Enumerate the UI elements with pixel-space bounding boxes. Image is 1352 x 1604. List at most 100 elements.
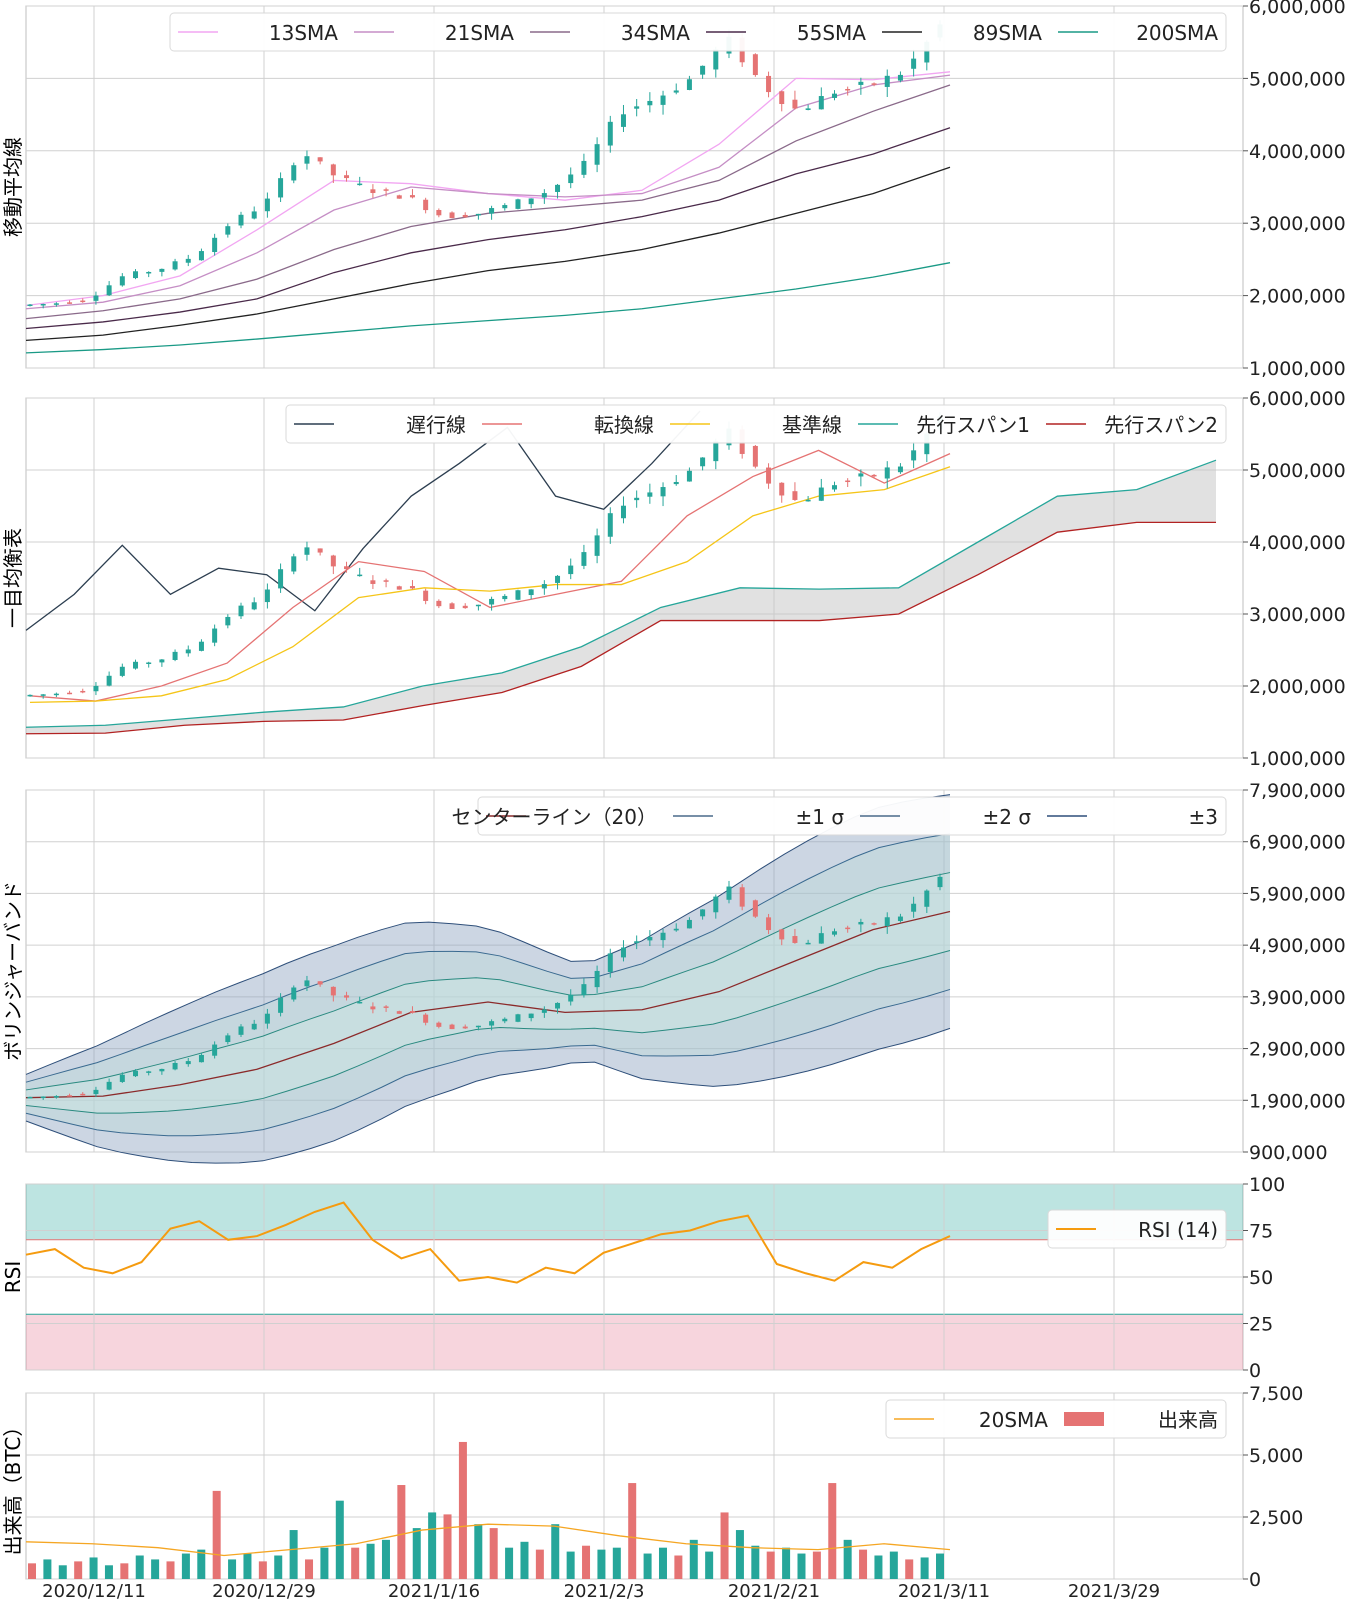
candle-body: [304, 980, 310, 987]
candle-body: [766, 917, 772, 931]
moving-average-panel: 移動平均線 1,000,000 2,000,000 3,000,000 4,000,0…: [1, 0, 1346, 380]
y-tick-label: 5,000,000: [1249, 460, 1346, 482]
candle-body: [27, 694, 33, 697]
candle-body: [779, 929, 785, 940]
candle-body: [225, 1035, 231, 1043]
y-tick-label: 900,000: [1249, 1142, 1328, 1164]
candle-body: [106, 285, 112, 296]
candle-body: [502, 1018, 508, 1022]
band-line: [25, 833, 951, 1083]
candle-body: [607, 953, 613, 973]
candle-body: [489, 598, 495, 605]
candle-body: [897, 466, 903, 473]
x-tick-label: 2021/3/11: [898, 1581, 990, 1600]
volume-bar: [874, 1555, 883, 1579]
candle-body: [911, 450, 917, 461]
candle-body: [53, 693, 59, 696]
x-tick-label: 2021/2/3: [564, 1581, 645, 1600]
series-line: [25, 521, 1216, 735]
candle-body: [515, 199, 521, 209]
y-tick-label: 2,000,000: [1249, 286, 1346, 308]
volume-bar: [505, 1547, 514, 1579]
candle-body: [502, 595, 508, 600]
candle-body: [172, 1062, 178, 1070]
panel-frame: [25, 789, 1244, 1153]
legend-label: ±1 σ: [795, 805, 844, 829]
series-line: [25, 127, 951, 330]
y-tick-label: 100: [1249, 1174, 1285, 1196]
candle-body: [449, 603, 455, 609]
volume-bar: [443, 1514, 452, 1579]
y-tick-label: 7,500: [1249, 1383, 1303, 1405]
legend-label: RSI (14): [1138, 1218, 1218, 1242]
candle-body: [67, 1095, 73, 1097]
candle-body: [594, 535, 600, 556]
candle-body: [436, 209, 442, 216]
candle-body: [673, 90, 679, 93]
volume-bar: [104, 1565, 113, 1579]
candle-body: [212, 1044, 218, 1056]
candle-body: [93, 295, 99, 301]
candle-body: [475, 213, 481, 216]
candle-body: [317, 157, 323, 162]
volume-bar: [936, 1553, 944, 1579]
volume-bar: [335, 1500, 344, 1579]
candle-body: [370, 580, 376, 584]
volume-bar: [428, 1512, 437, 1579]
legend-label: 34SMA: [621, 21, 690, 45]
band-line: [25, 1027, 951, 1164]
volume-bar: [458, 1441, 467, 1579]
candle-body: [831, 485, 837, 490]
candle-body: [291, 165, 297, 181]
candle-body: [198, 251, 204, 261]
candle-body: [634, 497, 640, 501]
candle-body: [449, 1024, 455, 1030]
y-tick-label: 6,900,000: [1249, 832, 1346, 854]
candle-body: [449, 212, 455, 219]
candle-body: [291, 987, 297, 1000]
candle-body: [792, 936, 798, 943]
candle-body: [555, 1002, 561, 1009]
band-line: [25, 988, 951, 1137]
candle-body: [673, 481, 679, 485]
volume-bar: [212, 1490, 221, 1579]
candle-body: [238, 1026, 244, 1035]
volume-bar: [474, 1524, 483, 1579]
candle-body: [555, 575, 561, 583]
candle-body: [146, 1071, 152, 1073]
band-fill: [26, 833, 950, 1136]
candle-body: [489, 1021, 495, 1026]
candle-body: [80, 690, 86, 693]
legend-label: 出来高: [1158, 1408, 1218, 1432]
x-tick-label: 2021/1/16: [388, 1581, 480, 1600]
legend-label: 転換線: [594, 413, 654, 437]
candle-body: [541, 1009, 547, 1013]
legend-box: [477, 796, 1227, 836]
y-axis-label: 一目均衡表: [1, 528, 25, 628]
candle-body: [541, 193, 547, 198]
candle-body: [568, 994, 574, 1002]
candle-body: [686, 470, 692, 482]
candle-body: [607, 121, 613, 146]
volume-bar: [166, 1561, 175, 1579]
candle-body: [133, 271, 139, 279]
y-tick-label: 2,000,000: [1249, 676, 1346, 698]
volume-bar: [397, 1485, 406, 1579]
volume-bar: [366, 1543, 375, 1579]
candle-body: [172, 651, 178, 660]
volume-bar: [859, 1549, 868, 1579]
candle-body: [198, 1054, 204, 1063]
volume-bar: [735, 1530, 744, 1579]
volume-bar: [689, 1539, 698, 1579]
candle-body: [370, 189, 376, 194]
volume-bar: [151, 1559, 160, 1579]
candle-body: [766, 75, 772, 93]
candle-body: [67, 692, 73, 695]
candle-body: [779, 482, 785, 496]
candle-body: [568, 565, 574, 575]
y-tick-label: 1,900,000: [1249, 1090, 1346, 1112]
candle-body: [634, 106, 640, 109]
candle-body: [581, 160, 587, 175]
y-tick-label: 3,000,000: [1249, 604, 1346, 626]
